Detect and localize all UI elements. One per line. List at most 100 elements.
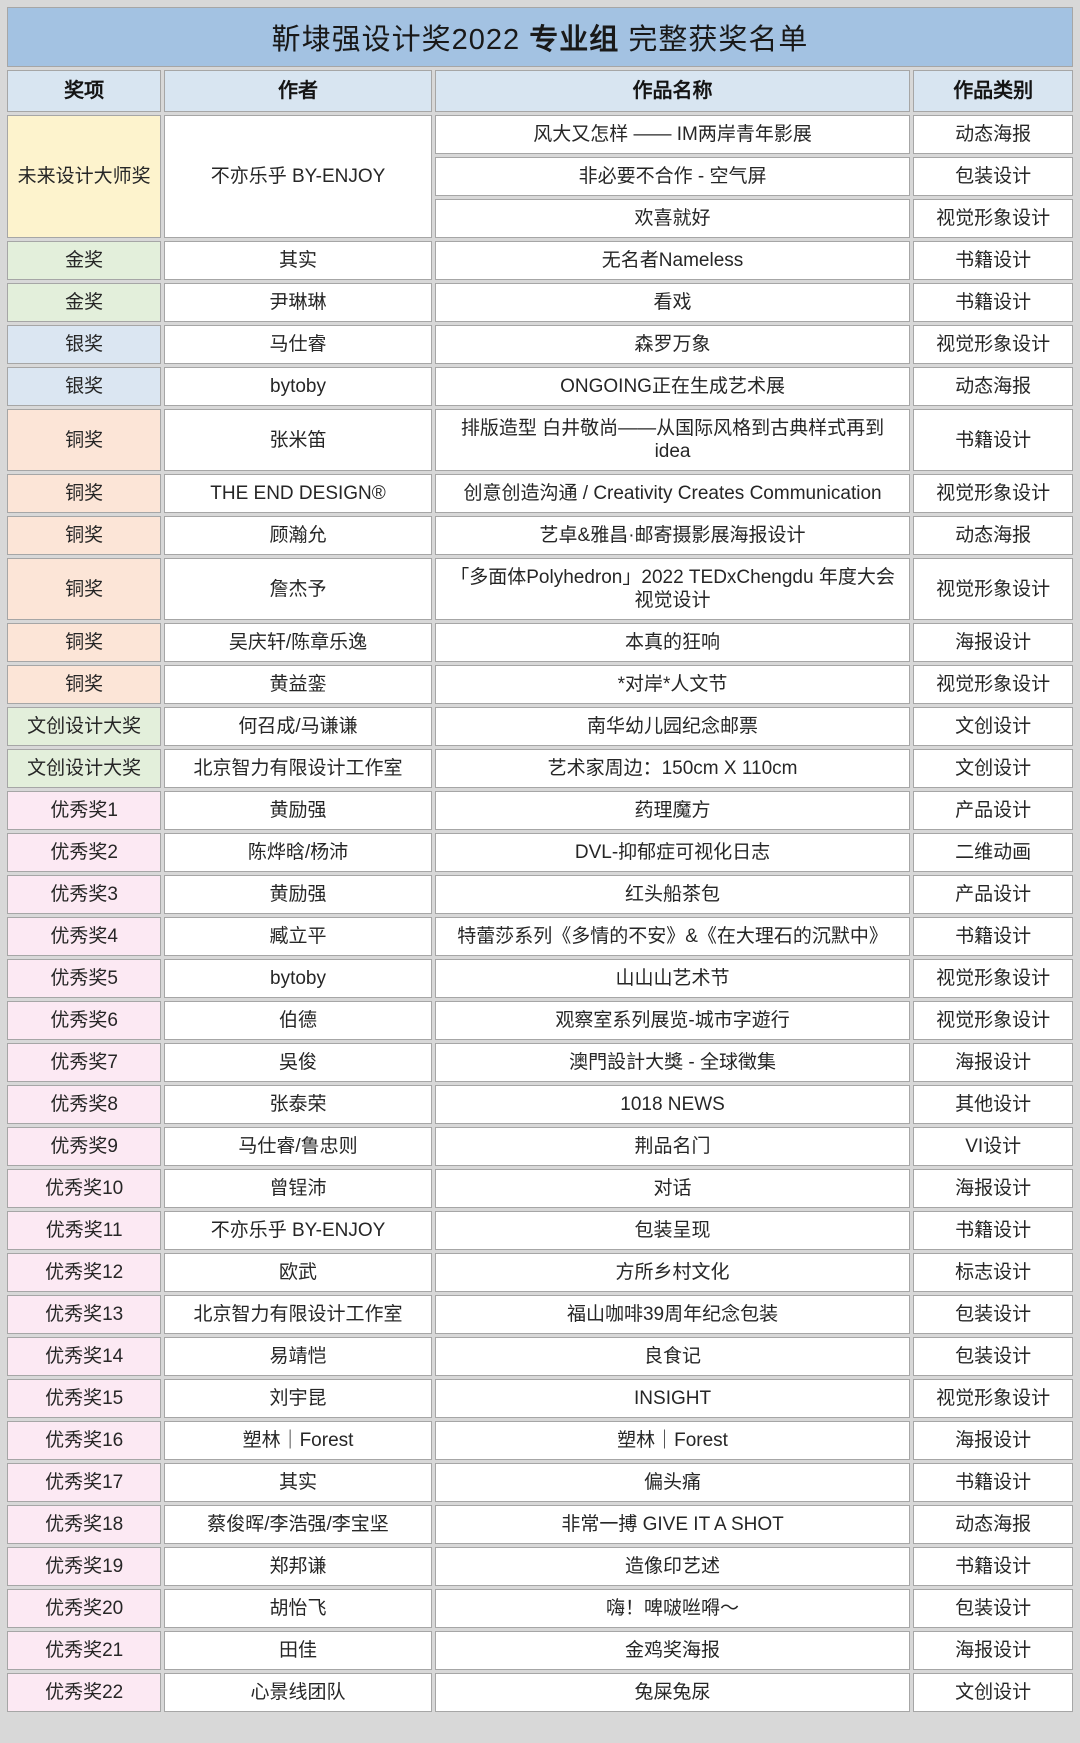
- award-cell: 优秀奖14: [7, 1337, 162, 1376]
- author-cell: 马仕睿/鲁忠则: [164, 1127, 432, 1166]
- work-title-cell: 兔屎兔尿: [434, 1673, 911, 1712]
- work-title-cell: 特蕾莎系列《多情的不安》&《在大理石的沉默中》: [434, 917, 911, 956]
- award-cell: 金奖: [7, 283, 162, 322]
- award-cell: 优秀奖15: [7, 1379, 162, 1418]
- author-cell: 顾瀚允: [164, 516, 432, 555]
- category-cell: 其他设计: [913, 1085, 1073, 1124]
- category-cell: 标志设计: [913, 1253, 1073, 1292]
- award-cell: 优秀奖10: [7, 1169, 162, 1208]
- award-cell: 优秀奖16: [7, 1421, 162, 1460]
- work-title-cell: 偏头痛: [434, 1463, 911, 1502]
- table-row: 优秀奖19 郑邦谦 造像印艺述 书籍设计: [7, 1547, 1073, 1586]
- table-row: 未来设计大师奖 不亦乐乎 BY-ENJOY 风大又怎样 —— IM两岸青年影展 动态海…: [7, 115, 1073, 238]
- table-row: 金奖 其实 无名者Nameless 书籍设计: [7, 241, 1073, 280]
- author-cell: THE END DESIGN®: [164, 474, 432, 513]
- author-cell: 塑林｜Forest: [164, 1421, 432, 1460]
- work-title-cell: 艺卓&雅昌·邮寄摄影展海报设计: [434, 516, 911, 555]
- author-cell: bytoby: [164, 367, 432, 406]
- author-cell: 不亦乐乎 BY-ENJOY: [164, 1211, 432, 1250]
- category-cell: 书籍设计: [913, 241, 1073, 280]
- category-cell: 视觉形象设计: [913, 1379, 1073, 1418]
- title-suffix: 完整获奖名单: [619, 24, 809, 56]
- work-title-cell: 观察室系列展览-城市字遊行: [434, 1001, 911, 1040]
- work-title-cell: 山山山艺术节: [434, 959, 911, 998]
- table-row: 优秀奖18 蔡俊晖/李浩强/李宝坚 非常一搏 GIVE IT A SHOT 动态海报: [7, 1505, 1073, 1544]
- category-cell: 产品设计: [913, 791, 1073, 830]
- award-cell: 优秀奖1: [7, 791, 162, 830]
- award-cell: 优秀奖12: [7, 1253, 162, 1292]
- author-cell: 郑邦谦: [164, 1547, 432, 1586]
- table-row: 优秀奖8 张泰荣 1018 NEWS 其他设计: [7, 1085, 1073, 1124]
- work-title-cell: 「多面体Polyhedron」2022 TEDxChengdu 年度大会视觉设计: [434, 558, 911, 620]
- table-row: 优秀奖9 马仕睿/鲁忠则 荆品名门 VI设计: [7, 1127, 1073, 1166]
- award-cell: 铜奖: [7, 665, 162, 704]
- table-row: 优秀奖5 bytoby 山山山艺术节 视觉形象设计: [7, 959, 1073, 998]
- category-cell: 书籍设计: [913, 917, 1073, 956]
- work-title-cell: 药理魔方: [434, 791, 911, 830]
- award-cell: 金奖: [7, 241, 162, 280]
- category-cell: 书籍设计: [913, 283, 1073, 322]
- table-row: 优秀奖4 臧立平 特蕾莎系列《多情的不安》&《在大理石的沉默中》 书籍设计: [7, 917, 1073, 956]
- author-cell: 何召成/马谦谦: [164, 707, 432, 746]
- awards-table: 奖项 作者 作品名称 作品类别 未来设计大师奖 不亦乐乎 BY-ENJOY 风大又怎…: [4, 67, 1076, 1715]
- work-title-cell: 红头船茶包: [434, 875, 911, 914]
- category-cell: 海报设计: [913, 1043, 1073, 1082]
- work-title-cell: 非常一搏 GIVE IT A SHOT: [434, 1505, 911, 1544]
- category-cell: 文创设计: [913, 1673, 1073, 1712]
- category-cell: 海报设计: [913, 1421, 1073, 1460]
- table-row: 优秀奖3 黄励强 红头船茶包 产品设计: [7, 875, 1073, 914]
- award-cell: 铜奖: [7, 623, 162, 662]
- award-cell: 铜奖: [7, 558, 162, 620]
- author-cell: 吳俊: [164, 1043, 432, 1082]
- award-cell: 优秀奖4: [7, 917, 162, 956]
- work-title-cell: 嗨！啤啵咝嘚～: [434, 1589, 911, 1628]
- award-cell: 铜奖: [7, 474, 162, 513]
- category-cell: 书籍设计: [913, 1463, 1073, 1502]
- table-row: 优秀奖10 曾锃沛 对话 海报设计: [7, 1169, 1073, 1208]
- table-row: 欢喜就好 视觉形象设计: [7, 199, 1073, 238]
- work-title-cell: 荆品名门: [434, 1127, 911, 1166]
- category-cell: 包装设计: [913, 1589, 1073, 1628]
- table-row: 铜奖 THE END DESIGN® 创意创造沟通 / Creativity Cre…: [7, 474, 1073, 513]
- category-cell: 动态海报: [913, 1505, 1073, 1544]
- award-cell: 优秀奖11: [7, 1211, 162, 1250]
- author-cell: bytoby: [164, 959, 432, 998]
- author-cell: 臧立平: [164, 917, 432, 956]
- category-cell: 视觉形象设计: [913, 199, 1073, 238]
- column-header-work: 作品名称: [434, 70, 911, 112]
- work-title-cell: 风大又怎样 —— IM两岸青年影展: [434, 115, 911, 154]
- table-row: 铜奖 詹杰予 「多面体Polyhedron」2022 TEDxChengdu 年度大…: [7, 558, 1073, 620]
- category-cell: 包装设计: [913, 1337, 1073, 1376]
- category-cell: 视觉形象设计: [913, 558, 1073, 620]
- work-title-cell: 金鸡奖海报: [434, 1631, 911, 1670]
- table-row: 优秀奖17 其实 偏头痛 书籍设计: [7, 1463, 1073, 1502]
- work-title-cell: 欢喜就好: [434, 199, 911, 238]
- award-cell: 银奖: [7, 367, 162, 406]
- work-title-cell: DVL-抑郁症可视化日志: [434, 833, 911, 872]
- table-row: 优秀奖1 黄励强 药理魔方 产品设计: [7, 791, 1073, 830]
- award-cell: 优秀奖7: [7, 1043, 162, 1082]
- work-title-cell: INSIGHT: [434, 1379, 911, 1418]
- category-cell: 书籍设计: [913, 409, 1073, 471]
- category-cell: 视觉形象设计: [913, 665, 1073, 704]
- table-row: 优秀奖21 田佳 金鸡奖海报 海报设计: [7, 1631, 1073, 1670]
- author-cell: 陈烨晗/杨沛: [164, 833, 432, 872]
- category-cell: 海报设计: [913, 1169, 1073, 1208]
- table-row: 优秀奖6 伯德 观察室系列展览-城市字遊行 视觉形象设计: [7, 1001, 1073, 1040]
- author-cell: 易靖恺: [164, 1337, 432, 1376]
- work-title-cell: 南华幼儿园纪念邮票: [434, 707, 911, 746]
- author-cell: 黄励强: [164, 875, 432, 914]
- work-title-cell: 良食记: [434, 1337, 911, 1376]
- award-cell: 优秀奖9: [7, 1127, 162, 1166]
- award-cell: 优秀奖2: [7, 833, 162, 872]
- work-title-cell: 本真的狂响: [434, 623, 911, 662]
- category-cell: 动态海报: [913, 516, 1073, 555]
- table-row: 优秀奖12 欧武 方所乡村文化 标志设计: [7, 1253, 1073, 1292]
- table-row: 非必要不合作 - 空气屏 包装设计: [7, 157, 1073, 196]
- category-cell: 海报设计: [913, 1631, 1073, 1670]
- category-cell: 书籍设计: [913, 1211, 1073, 1250]
- table-row: 优秀奖16 塑林｜Forest 塑林｜Forest 海报设计: [7, 1421, 1073, 1460]
- table-row: 优秀奖14 易靖恺 良食记 包装设计: [7, 1337, 1073, 1376]
- table-row: 铜奖 顾瀚允 艺卓&雅昌·邮寄摄影展海报设计 动态海报: [7, 516, 1073, 555]
- table-row: 金奖 尹琳琳 看戏 书籍设计: [7, 283, 1073, 322]
